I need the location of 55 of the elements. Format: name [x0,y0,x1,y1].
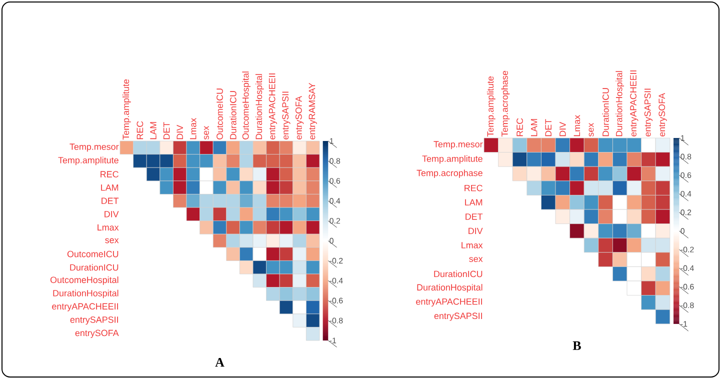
x-tick-label: DIV [176,124,183,140]
x-tick-label: entrySOFA [658,92,667,136]
y-tick-label: OutcomeICU [67,250,118,258]
x-tick-label: entrySAPSII [282,92,290,140]
y-tick-label: entrySAPSII [434,312,482,321]
y-tick-label: Lmax [98,224,119,231]
y-tick-label: Temp.mesor [434,141,483,150]
y-tick-label: sex [469,257,483,262]
x-tick-label: entrySAPSII [644,88,653,136]
x-tick-label: DET [545,119,552,136]
x-tick-label: DurationHospital [255,74,264,140]
x-tick-label: DIV [560,122,566,136]
y-tick-label: DET [466,214,483,220]
y-tick-label: REC [100,171,118,178]
y-tick-label: entryAPACHEEII [416,298,482,307]
text: A [215,358,224,367]
y-tick-label: OutcomeHospital [50,276,118,285]
y-tick-label: sex [105,238,119,244]
y-tick-label: DurationHospital [417,284,482,292]
x-tick-label: DurationHospital [616,71,624,136]
y-tick-label: DIV [104,211,119,218]
x-tick-label: Lmax [190,118,196,140]
y-tick-label: LAM [101,184,118,191]
y-tick-label: Temp.amplitute [422,155,482,164]
y-tick-label: REC [464,184,482,192]
x-tick-label: entryAPACHEEII [268,74,278,140]
y-tick-label: LAM [465,199,482,206]
x-tick-label: Lmax [574,114,580,136]
y-tick-label: entryAPACHEEII [52,303,118,312]
x-tick-label: LAM [150,122,156,140]
y-tick-label: Temp.acrophase [416,170,482,178]
y-tick-label: DIV [468,228,483,234]
y-tick-label: Temp.mesor [70,144,119,152]
x-tick-label: DurationICU [602,88,609,136]
y-tick-label: DurationHospital [53,290,118,298]
text: B [572,341,581,350]
x-tick-label: entryRAMSAY [308,82,317,140]
x-tick-label: entryAPACHEEII [630,70,638,136]
y-tick-label: Lmax [462,242,483,248]
y-tick-label: DurationICU [70,264,118,271]
x-tick-label: entrySOFA [295,96,304,140]
x-tick-label: sex [204,126,209,140]
x-tick-label: sex [588,122,594,137]
y-tick-label: Temp.amplitute [58,156,118,166]
x-tick-label: LAM [530,119,538,136]
x-tick-label: DurationICU [230,91,236,140]
y-tick-label: DurationICU [434,270,482,278]
x-tick-label: OutcomeHospital [242,72,251,140]
x-tick-label: REC [136,121,144,140]
y-tick-label: entrySAPSII [70,316,118,325]
x-tick-label: OutcomeICU [216,88,223,140]
y-tick-label: entrySOFA [75,330,119,338]
x-tick-label: DET [163,122,170,140]
x-tick-label: REC [516,118,523,136]
y-tick-label: DET [102,198,119,204]
